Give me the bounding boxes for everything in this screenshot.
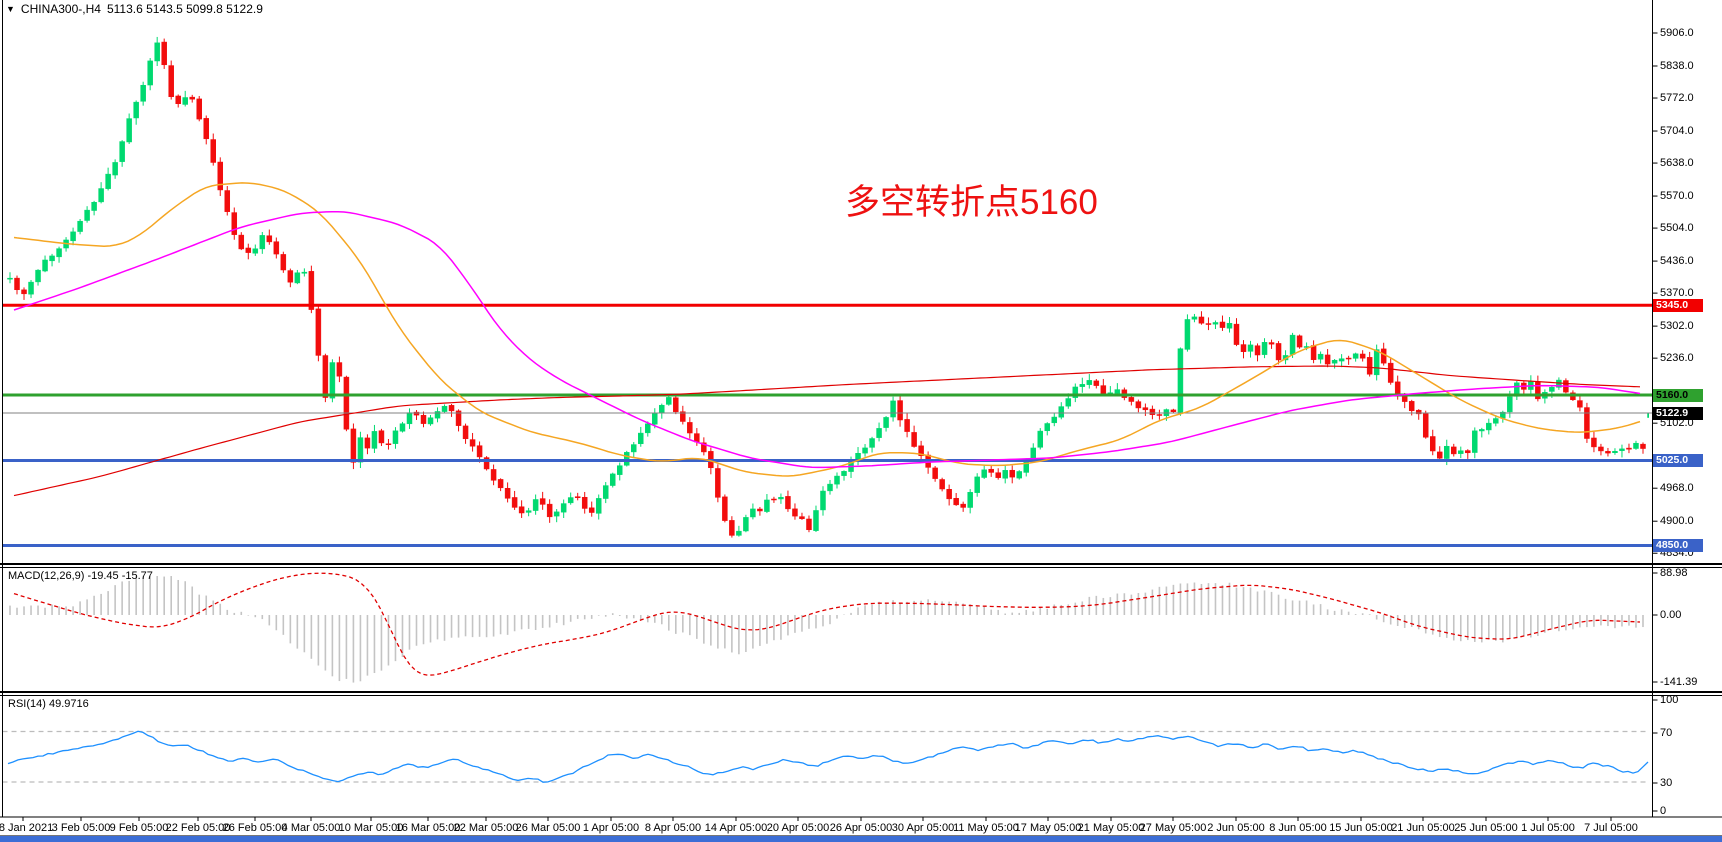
date-tick-label: 11 May 05:00: [953, 822, 1019, 834]
annotation-text[interactable]: 多空转折点5160: [845, 183, 1098, 222]
rsi-tick-label: 30: [1660, 777, 1673, 789]
rsi-indicator-label: RSI(14) 49.9716: [8, 698, 89, 710]
date-tick-label: 1 Apr 05:00: [582, 822, 640, 834]
date-tick-label: 30 Apr 05:00: [891, 822, 955, 834]
date-tick-label: 26 Feb 05:00: [222, 822, 288, 834]
price-level-badge: 5345.0: [1653, 298, 1703, 312]
date-tick-label: 15 Jun 05:00: [1329, 822, 1393, 834]
price-level-badge: 4850.0: [1653, 538, 1703, 552]
date-tick-label: 2 Jun 05:00: [1207, 822, 1265, 834]
price-tick-label: 5436.0: [1660, 255, 1694, 268]
date-tick-label: 25 Jun 05:00: [1454, 822, 1518, 834]
macd-tick-label: 0.00: [1660, 609, 1682, 621]
date-tick-label: 4 Mar 05:00: [281, 822, 341, 834]
price-tick-label: 5102.0: [1660, 417, 1694, 430]
date-tick-label: 21 May 05:00: [1077, 822, 1145, 834]
price-tick-label: 5302.0: [1660, 320, 1694, 333]
rsi-tick-label: 70: [1660, 727, 1673, 739]
macd-indicator-label: MACD(12,26,9) -19.45 -15.77: [8, 570, 153, 582]
price-tick-label: 5638.0: [1660, 157, 1694, 170]
date-tick-label: 26 Mar 05:00: [515, 822, 581, 834]
date-tick-label: 20 Apr 05:00: [766, 822, 830, 834]
ohlc-values: 5113.6 5143.5 5099.8 5122.9: [106, 2, 263, 16]
rsi-tick-label: 100: [1660, 694, 1679, 706]
rsi-tick-label: 0: [1660, 805, 1667, 817]
date-tick-label: 8 Jun 05:00: [1269, 822, 1327, 834]
date-tick-label: 26 Apr 05:00: [829, 822, 893, 834]
date-tick-label: 1 Jul 05:00: [1521, 822, 1575, 834]
date-tick-label: 28 Jan 2021: [0, 822, 54, 834]
date-tick-label: 14 Apr 05:00: [704, 822, 768, 834]
price-tick-label: 5236.0: [1660, 352, 1694, 365]
price-tick-label: 4968.0: [1660, 482, 1694, 495]
window-bottom-strip: [0, 836, 1722, 842]
price-tick-label: 5370.0: [1660, 287, 1694, 300]
collapse-arrow-icon[interactable]: ▼: [6, 4, 15, 14]
macd-tick-label: 88.98: [1660, 567, 1688, 579]
price-tick-label: 5570.0: [1660, 190, 1694, 203]
price-tick-label: 5772.0: [1660, 92, 1694, 105]
price-level-badge: 5025.0: [1653, 454, 1703, 468]
date-tick-label: 16 Mar 05:00: [395, 822, 461, 834]
macd-tick-label: -141.39: [1660, 676, 1698, 688]
date-tick-label: 21 Jun 05:00: [1391, 822, 1455, 834]
price-tick-label: 4900.0: [1660, 515, 1694, 528]
date-tick-label: 22 Feb 05:00: [165, 822, 231, 834]
date-tick-label: 3 Feb 05:00: [51, 822, 111, 834]
date-tick-label: 8 Apr 05:00: [644, 822, 702, 834]
price-tick-label: 5906.0: [1660, 27, 1694, 39]
price-tick-label: 5704.0: [1660, 125, 1694, 138]
symbol-timeframe-label: CHINA300-,H4: [20, 2, 101, 16]
date-tick-label: 10 Mar 05:00: [338, 822, 404, 834]
price-tick-label: 5504.0: [1660, 222, 1694, 235]
price-tick-label: 5838.0: [1660, 60, 1694, 72]
window-divider: [0, 835, 1722, 836]
price-level-badge: 5160.0: [1653, 388, 1703, 402]
date-tick-label: 17 May 05:00: [1014, 822, 1082, 834]
date-tick-label: 9 Feb 05:00: [109, 822, 169, 834]
date-tick-label: 27 May 05:00: [1139, 822, 1207, 834]
symbol-info-bar[interactable]: ▼ CHINA300-,H4 5113.6 5143.5 5099.8 5122…: [6, 2, 263, 16]
date-tick-label: 7 Jul 05:00: [1584, 822, 1638, 834]
price-level-badge: 5122.9: [1653, 406, 1703, 420]
date-tick-label: 22 Mar 05:00: [453, 822, 519, 834]
